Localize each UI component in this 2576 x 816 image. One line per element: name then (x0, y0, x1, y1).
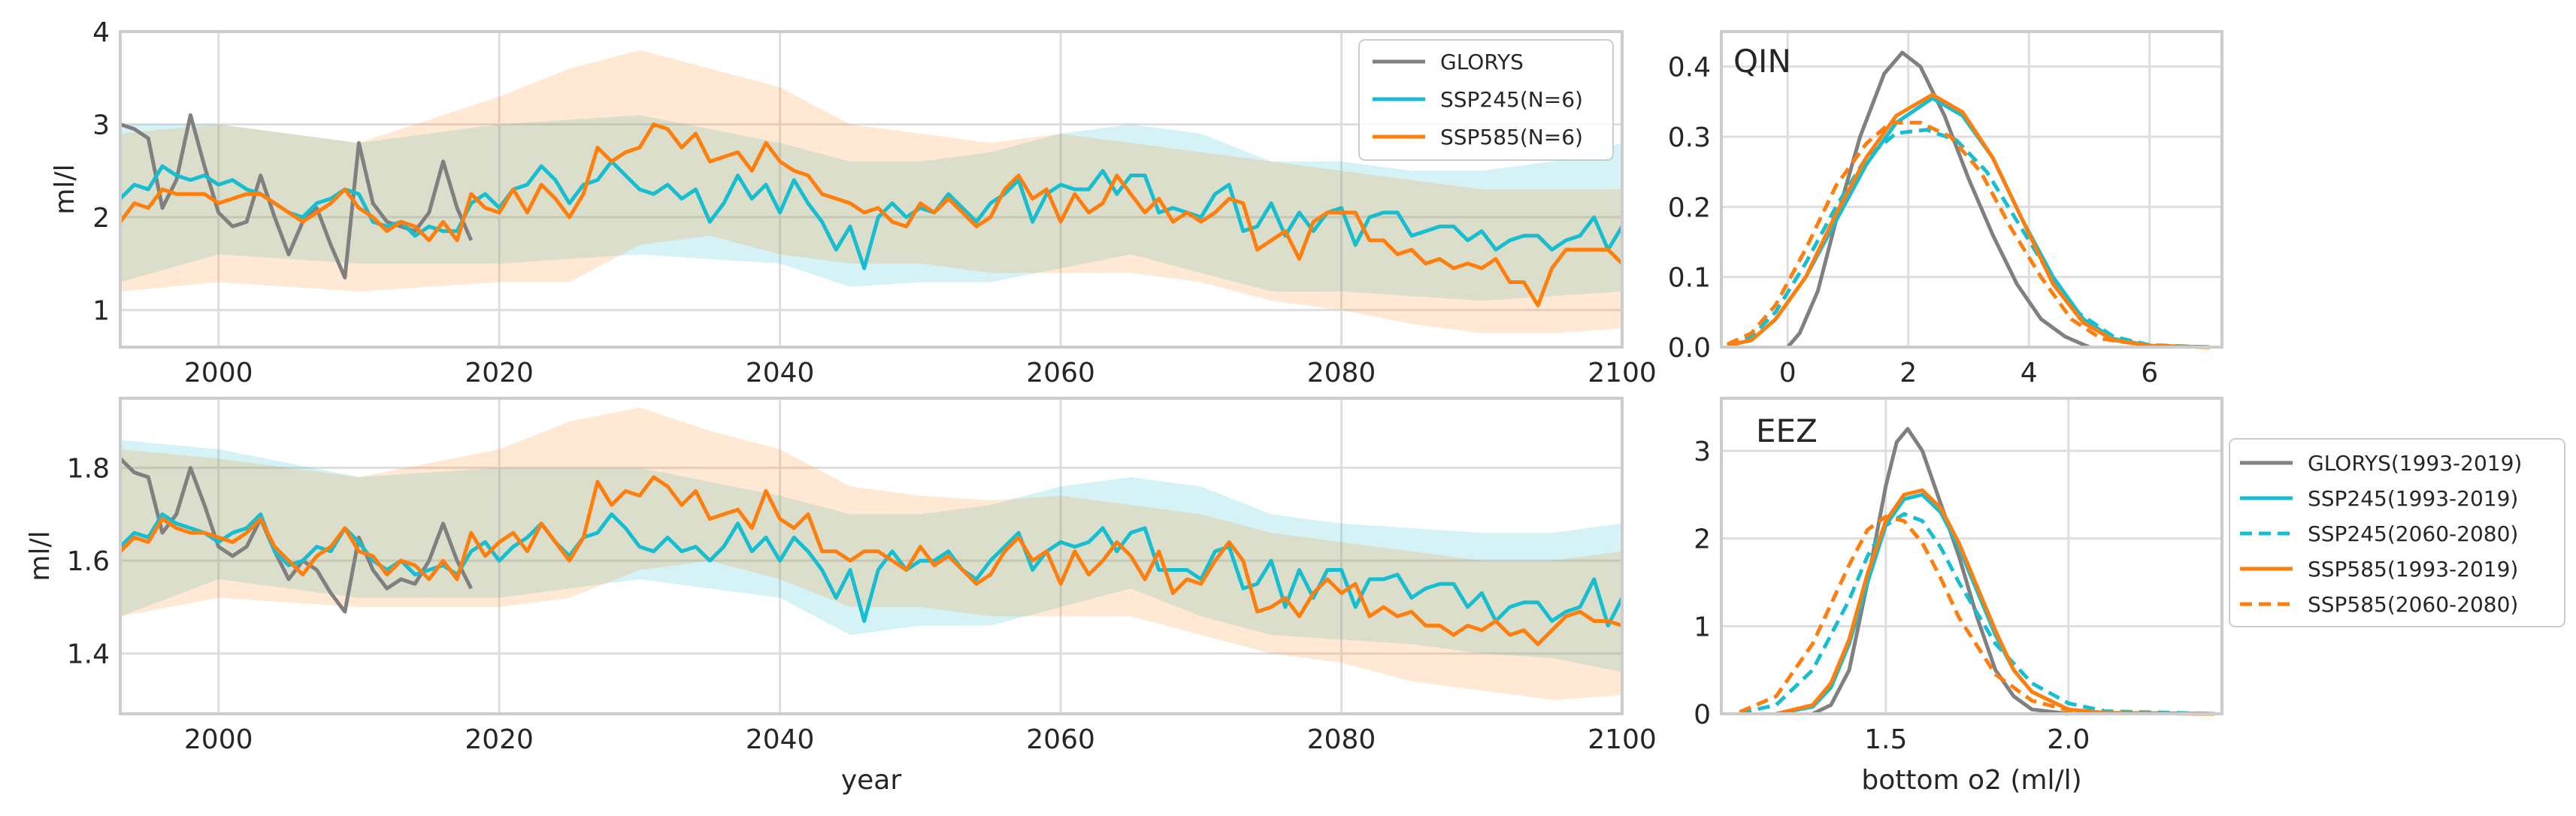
ytick-label-0-0: 0.0 (1668, 333, 1711, 364)
frame-density-eez (1720, 397, 2223, 715)
frame-density-qin (1720, 30, 2223, 349)
xtick-labels-timeseries-top: 2000 2020 2040 2060 2080 2100 (184, 358, 1657, 388)
panel-density-eez: 1.5 2.0 0 1 2 3 EEZ bottom o2 (ml/l) GLORYS(… (1694, 397, 2565, 796)
series-line-ssp585-2060-2080-dashed (1739, 515, 2215, 716)
legend-box-density (2229, 438, 2565, 627)
legend-label-ssp585-2060-2080: SSP585(2060-2080) (2308, 592, 2518, 617)
legend-label-ssp585-1993-2019: SSP585(1993-2019) (2308, 557, 2518, 582)
legend-label-ssp245-1993-2019: SSP245(1993-2019) (2308, 486, 2518, 511)
panel-timeseries-top: 2000 2020 2040 2060 2080 2100 1 2 3 4 ml/l GLORY… (50, 17, 1657, 388)
lines-density-eez (1739, 427, 2215, 716)
xtick-label-6: 6 (2141, 358, 2158, 388)
ytick-labels-timeseries-top: 1 2 3 4 (92, 17, 110, 327)
ylabel-timeseries-bottom: ml/l (25, 530, 56, 581)
ytick-label-2: 2 (1694, 524, 1711, 555)
series-line-ssp585-1993-2019 (1775, 488, 2215, 716)
xtick-label-2040: 2040 (746, 724, 815, 755)
xtick-labels-density-qin: 0 2 4 6 (1779, 358, 2158, 388)
legend-density: GLORYS(1993-2019) SSP245(1993-2019) SSP2… (2229, 438, 2565, 627)
ytick-labels-density-eez: 0 1 2 3 (1694, 437, 1711, 730)
ytick-label-1-6: 1.6 (67, 546, 110, 577)
series-line-glorys-1993-2019 (1812, 427, 2069, 716)
xtick-label-2: 2 (1899, 358, 1917, 388)
series-line-ssp585-n-6 (119, 475, 1623, 646)
xtick-label-2080: 2080 (1307, 358, 1376, 388)
series-line-ssp245-n-6 (119, 512, 1624, 628)
series-line-ssp245-2060-2080-dashed (1727, 128, 2211, 349)
xtick-label-2060: 2060 (1026, 358, 1095, 388)
xtick-label-2000: 2000 (184, 358, 253, 388)
xlabel-timeseries-bottom: year (841, 765, 902, 796)
frame-timeseries-bottom (119, 397, 1624, 715)
ytick-label-0: 0 (1694, 700, 1711, 730)
ytick-labels-timeseries-bottom: 1.4 1.6 1.8 (67, 454, 110, 670)
bands-timeseries-bottom (120, 407, 1622, 700)
legend-timeseries: GLORYS SSP245(N=6) SSP585(N=6) (1358, 39, 1614, 161)
xtick-label-2040: 2040 (746, 358, 815, 388)
ytick-label-1-8: 1.8 (67, 454, 110, 485)
series-line-glorys (120, 113, 474, 280)
ylabel-timeseries-top: ml/l (50, 164, 80, 214)
xtick-label-2-0: 2.0 (2047, 724, 2090, 755)
xtick-label-2060: 2060 (1026, 724, 1095, 755)
ytick-label-1: 1 (1694, 612, 1711, 642)
band-ssp245-n-6 (120, 115, 1622, 301)
series-line-glorys-1993-2019 (1786, 50, 2090, 349)
xtick-label-4: 4 (2021, 358, 2038, 388)
legend-box-timeseries (1358, 39, 1614, 161)
lines-timeseries-bottom (119, 457, 1624, 646)
panel-timeseries-bottom: 2000 2020 2040 2060 2080 2100 1.41.61.8 ml/l … (25, 397, 1657, 796)
ytick-label-0-1: 0.1 (1668, 263, 1711, 294)
legend-label-ssp245: SSP245(N=6) (1440, 87, 1583, 112)
xtick-labels-density-eez: 1.5 2.0 (1864, 724, 2090, 755)
panel-title-qin: QIN (1733, 43, 1791, 80)
series-line-ssp585-1993-2019 (1727, 92, 2211, 349)
ytick-label-1: 1 (92, 296, 110, 327)
band-ssp585-n-6 (120, 407, 1622, 700)
series-line-ssp585-2060-2080-dashed (1726, 120, 2211, 349)
band-ssp245-n-6 (120, 440, 1622, 672)
frame-timeseries-top (119, 30, 1624, 349)
xtick-labels-timeseries-bottom: 2000 2020 2040 2060 2080 2100 (184, 724, 1657, 755)
ytick-label-0-3: 0.3 (1668, 122, 1711, 153)
ytick-label-0-2: 0.2 (1668, 192, 1711, 223)
bands-timeseries-top (120, 50, 1622, 334)
lines-density-qin (1726, 50, 2211, 349)
series-line-ssp245-2060-2080-dashed (1739, 512, 2215, 716)
xtick-label-2020: 2020 (465, 358, 534, 388)
panel-title-eez: EEZ (1756, 413, 1818, 449)
xtick-label-2020: 2020 (465, 724, 534, 755)
band-ssp585-n-6 (120, 50, 1622, 334)
legend-label-glorys-1993-2019: GLORYS(1993-2019) (2308, 451, 2522, 476)
xtick-label-2000: 2000 (184, 724, 253, 755)
legend-label-ssp585: SSP585(N=6) (1440, 125, 1583, 150)
ytick-label-0-4: 0.4 (1668, 53, 1711, 83)
ytick-label-2: 2 (92, 203, 110, 234)
legend-label-ssp245-2060-2080: SSP245(2060-2080) (2308, 521, 2518, 546)
ytick-label-4: 4 (92, 17, 110, 48)
ytick-label-3: 3 (92, 110, 110, 141)
ytick-labels-density-qin: 0.0 0.1 0.2 0.3 0.4 (1668, 53, 1711, 364)
legend-label-glorys: GLORYS (1440, 50, 1524, 74)
xtick-label-2100: 2100 (1588, 724, 1657, 755)
ytick-label-3: 3 (1694, 437, 1711, 467)
xtick-label-0: 0 (1779, 358, 1797, 388)
xtick-label-2080: 2080 (1307, 724, 1376, 755)
series-line-ssp585-n-6 (119, 122, 1624, 307)
ytick-label-1-4: 1.4 (67, 639, 110, 670)
xlabel-density-eez: bottom o2 (ml/l) (1861, 765, 2081, 796)
xtick-label-1-5: 1.5 (1864, 724, 1907, 755)
xtick-label-2100: 2100 (1588, 358, 1657, 388)
panel-density-qin: 0 2 4 6 0.0 0.1 0.2 0.3 0.4 QIN (1668, 30, 2223, 388)
lines-timeseries-top (119, 113, 1624, 307)
